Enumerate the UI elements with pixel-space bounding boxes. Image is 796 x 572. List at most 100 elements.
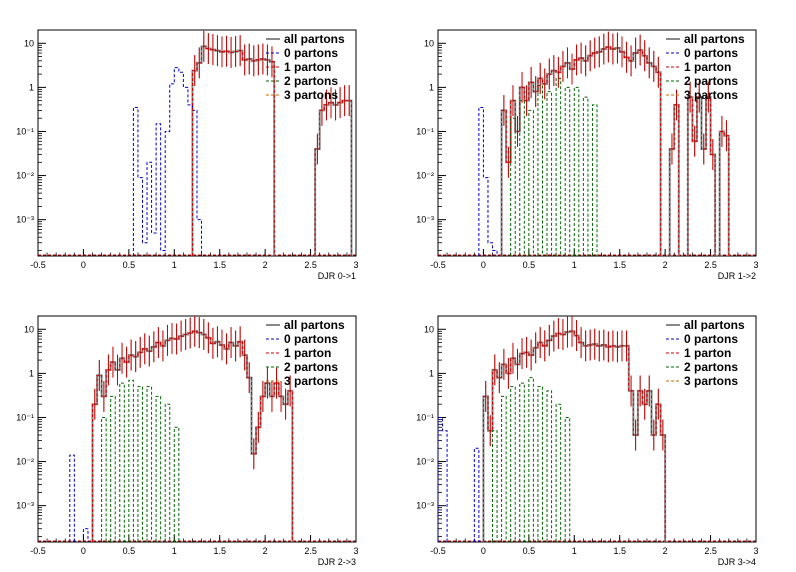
series-1-parton	[92, 316, 293, 542]
plot-frame	[37, 315, 357, 543]
plot-area	[38, 30, 356, 256]
histogram-panel-3: -0.5 0 0.5 1 1.5 2 2.5 3 10 1 10⁻¹ 10⁻² 10⁻³ DJR 2->3…	[16, 315, 359, 567]
x-axis: -0.5 0 0.5 1 1.5 2 2.5 3	[430, 535, 759, 556]
legend-label: 0 partons	[684, 46, 738, 60]
y-tick-label: 10⁻³	[416, 215, 434, 225]
x-tick-label: 1.5	[213, 260, 226, 270]
legend-label: all partons	[684, 318, 745, 332]
x-tick-label: 0	[481, 546, 486, 556]
legend-label: 3 partons	[684, 374, 738, 388]
y-tick-label: 1	[429, 82, 434, 92]
x-tick-label: 2.5	[704, 546, 717, 556]
x-tick-label: 1	[172, 546, 177, 556]
legend-label: 2 partons	[284, 360, 338, 374]
x-tick-label: -0.5	[430, 546, 446, 556]
legend-label: all partons	[284, 32, 345, 46]
x-tick-label: -0.5	[30, 546, 46, 556]
series-outline	[510, 77, 598, 256]
series-2-partons	[492, 377, 571, 542]
x-tick-label: 2.5	[304, 260, 317, 270]
y-tick-label: 10⁻²	[416, 171, 434, 181]
series-1-parton	[191, 30, 352, 256]
series-outline	[191, 45, 352, 256]
legend-label: 3 partons	[684, 88, 738, 102]
plot-area	[38, 316, 356, 542]
x-tick-label: 0	[481, 260, 486, 270]
series-outline	[101, 379, 180, 542]
series-2-partons	[101, 379, 180, 542]
series-0-partons	[132, 67, 203, 256]
series-0-partons	[69, 454, 89, 542]
series-outline	[92, 330, 293, 542]
legend-label: 1 parton	[684, 346, 731, 360]
x-tick-label: 1	[172, 260, 177, 270]
legend-label: 0 partons	[284, 332, 338, 346]
y-tick-label: 1	[29, 82, 34, 92]
x-axis-label: DJR 2->3	[318, 557, 356, 567]
x-tick-label: 1	[572, 260, 577, 270]
x-axis: -0.5 0 0.5 1 1.5 2 2.5 3	[430, 249, 759, 270]
legend-label: 2 partons	[684, 74, 738, 88]
series-1-parton	[482, 316, 666, 542]
x-axis: -0.5 0 0.5 1 1.5 2 2.5 3	[30, 535, 359, 556]
legend-label: 3 partons	[284, 374, 338, 388]
y-tick-label: 10⁻¹	[416, 412, 434, 422]
y-tick-label: 10	[24, 324, 34, 334]
y-axis: 10 1 10⁻¹ 10⁻² 10⁻³	[16, 315, 46, 537]
x-tick-label: 3	[753, 260, 758, 270]
y-tick-label: 10⁻¹	[16, 126, 34, 136]
legend-label: 2 partons	[684, 360, 738, 374]
x-tick-label: 2.5	[704, 260, 717, 270]
legend-label: all partons	[684, 32, 745, 46]
y-tick-label: 1	[429, 368, 434, 378]
legend-label: 0 partons	[684, 332, 738, 346]
x-tick-label: 0.5	[123, 260, 136, 270]
y-axis: 10 1 10⁻¹ 10⁻² 10⁻³	[416, 315, 446, 537]
x-tick-label: 0.5	[523, 546, 536, 556]
plot-area	[438, 316, 756, 542]
series-outline	[492, 377, 571, 542]
x-tick-label: 0.5	[523, 260, 536, 270]
y-tick-label: 1	[29, 368, 34, 378]
y-tick-label: 10⁻³	[16, 215, 34, 225]
x-axis-label: DJR 0->1	[318, 271, 356, 281]
legend-label: 0 partons	[284, 46, 338, 60]
y-tick-label: 10⁻³	[416, 501, 434, 511]
y-tick-label: 10	[424, 324, 434, 334]
y-tick-label: 10⁻²	[416, 457, 434, 467]
x-tick-label: 3	[753, 546, 758, 556]
series-outline	[69, 454, 89, 542]
histogram-panel-2: -0.5 0 0.5 1 1.5 2 2.5 3 10 1 10⁻¹ 10⁻² 10⁻³ DJR 1->2…	[416, 29, 759, 281]
legend-label: 1 parton	[284, 346, 331, 360]
plot-area	[438, 31, 756, 256]
series-0-partons	[438, 416, 480, 542]
histogram-panel-4: -0.5 0 0.5 1 1.5 2 2.5 3 10 1 10⁻¹ 10⁻² 10⁻³ DJR 3->4…	[416, 315, 759, 567]
x-axis: -0.5 0 0.5 1 1.5 2 2.5 3	[30, 249, 359, 270]
x-axis-label: DJR 1->2	[718, 271, 756, 281]
plot-frame	[37, 29, 357, 257]
series-outline	[478, 106, 498, 256]
series-1-parton	[501, 31, 730, 256]
y-tick-label: 10⁻¹	[16, 412, 34, 422]
y-axis: 10 1 10⁻¹ 10⁻² 10⁻³	[416, 29, 446, 251]
y-axis: 10 1 10⁻¹ 10⁻² 10⁻³	[16, 29, 46, 251]
legend-label: 1 parton	[284, 60, 331, 74]
x-tick-label: -0.5	[430, 260, 446, 270]
x-tick-label: 2	[263, 260, 268, 270]
x-tick-label: 0.5	[123, 546, 136, 556]
x-tick-label: -0.5	[30, 260, 46, 270]
y-tick-label: 10	[24, 38, 34, 48]
legend-label: 3 partons	[284, 88, 338, 102]
histogram-panel-1: -0.5 0 0.5 1 1.5 2 2.5 3 10 1 10⁻¹ 10⁻² 10⁻³ DJR 0->1…	[16, 29, 359, 281]
y-tick-label: 10⁻¹	[416, 126, 434, 136]
y-tick-label: 10⁻²	[16, 457, 34, 467]
x-tick-label: 2.5	[304, 546, 317, 556]
x-tick-label: 3	[353, 546, 358, 556]
x-tick-label: 0	[81, 546, 86, 556]
y-tick-label: 10	[424, 38, 434, 48]
x-tick-label: 3	[353, 260, 358, 270]
